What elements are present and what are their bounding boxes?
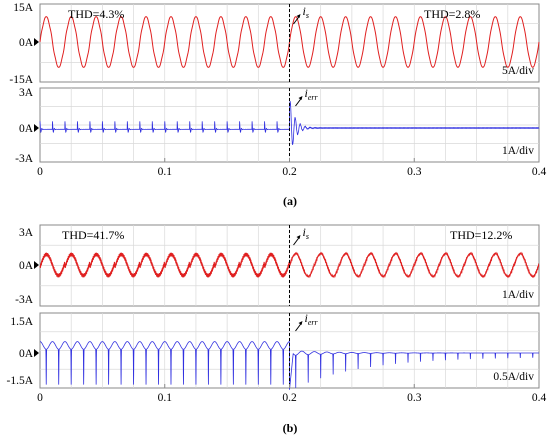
zero-marker-icon xyxy=(34,261,39,269)
y-tick-label: 1.5A xyxy=(10,316,33,328)
x-tick-label: 0.2 xyxy=(282,166,297,178)
x-tick-label: 0 xyxy=(37,166,43,178)
annotation-arrowhead xyxy=(298,321,303,325)
scale-label: 5A/div xyxy=(502,65,534,77)
panel-a-x-axis: 0 0.1 0.2 0.3 0.4 xyxy=(37,158,546,178)
thd-after-label: THD=12.2% xyxy=(450,228,512,242)
scale-label: 0.5A/div xyxy=(493,371,534,383)
x-tick-label: 0.2 xyxy=(282,392,297,404)
annotation-arrowhead xyxy=(298,96,303,100)
y-tick-label: 0A xyxy=(19,123,34,135)
annotation-label: is xyxy=(303,4,309,20)
annotation-arrow xyxy=(295,97,302,107)
y-tick-label: 0A xyxy=(19,37,34,49)
x-tick-label: 0 xyxy=(37,392,43,404)
zero-marker-icon xyxy=(34,349,39,357)
panel-a: 15A 0A -15A 5A/div THD=4.3% THD=2.8% is 3A 0A -3… xyxy=(9,2,546,208)
error-current-trace xyxy=(39,341,539,390)
x-tick-label: 0.3 xyxy=(407,166,422,178)
scale-label: 1A/div xyxy=(502,289,534,301)
panel-b: 3A 0A -3A 1A/div THD=41.7% THD=12.2% is 1.5A 0A… xyxy=(6,224,546,435)
annotation-arrow xyxy=(293,15,300,25)
x-tick-label: 0.4 xyxy=(532,392,547,404)
y-tick-label: -3A xyxy=(15,294,34,306)
thd-after-label: THD=2.8% xyxy=(424,7,480,21)
panel-b-caption: (b) xyxy=(283,421,298,435)
annotation-arrow xyxy=(295,322,302,332)
x-tick-label: 0.3 xyxy=(407,392,422,404)
plot-b-source-current: 3A 0A -3A 1A/div THD=41.7% THD=12.2% is xyxy=(15,224,540,307)
annotation-arrowhead xyxy=(296,14,301,18)
y-tick-label: 15A xyxy=(13,2,34,14)
y-tick-label: 3A xyxy=(19,87,34,99)
x-tick-label: 0.1 xyxy=(158,392,173,404)
annotation-label: is xyxy=(303,225,309,241)
y-tick-label: -1.5A xyxy=(6,375,33,387)
zero-marker-icon xyxy=(34,38,39,46)
y-tick-label: -3A xyxy=(15,153,34,165)
scale-label: 1A/div xyxy=(502,145,534,157)
zero-marker-icon xyxy=(34,124,39,132)
plot-a-source-current: 15A 0A -15A 5A/div THD=4.3% THD=2.8% is xyxy=(9,2,540,86)
thd-before-label: THD=4.3% xyxy=(68,7,124,21)
y-tick-label: 0A xyxy=(19,260,34,272)
thd-before-label: THD=41.7% xyxy=(62,228,124,242)
panel-a-caption: (a) xyxy=(283,194,297,208)
y-tick-label: 0A xyxy=(19,348,34,360)
annotation-arrowhead xyxy=(296,235,301,239)
panel-b-x-axis: 0 0.1 0.2 0.3 0.4 xyxy=(37,384,546,404)
y-tick-label: -15A xyxy=(9,74,33,86)
x-tick-label: 0.4 xyxy=(532,166,547,178)
x-tick-label: 0.1 xyxy=(158,166,173,178)
y-tick-label: 3A xyxy=(19,227,34,239)
